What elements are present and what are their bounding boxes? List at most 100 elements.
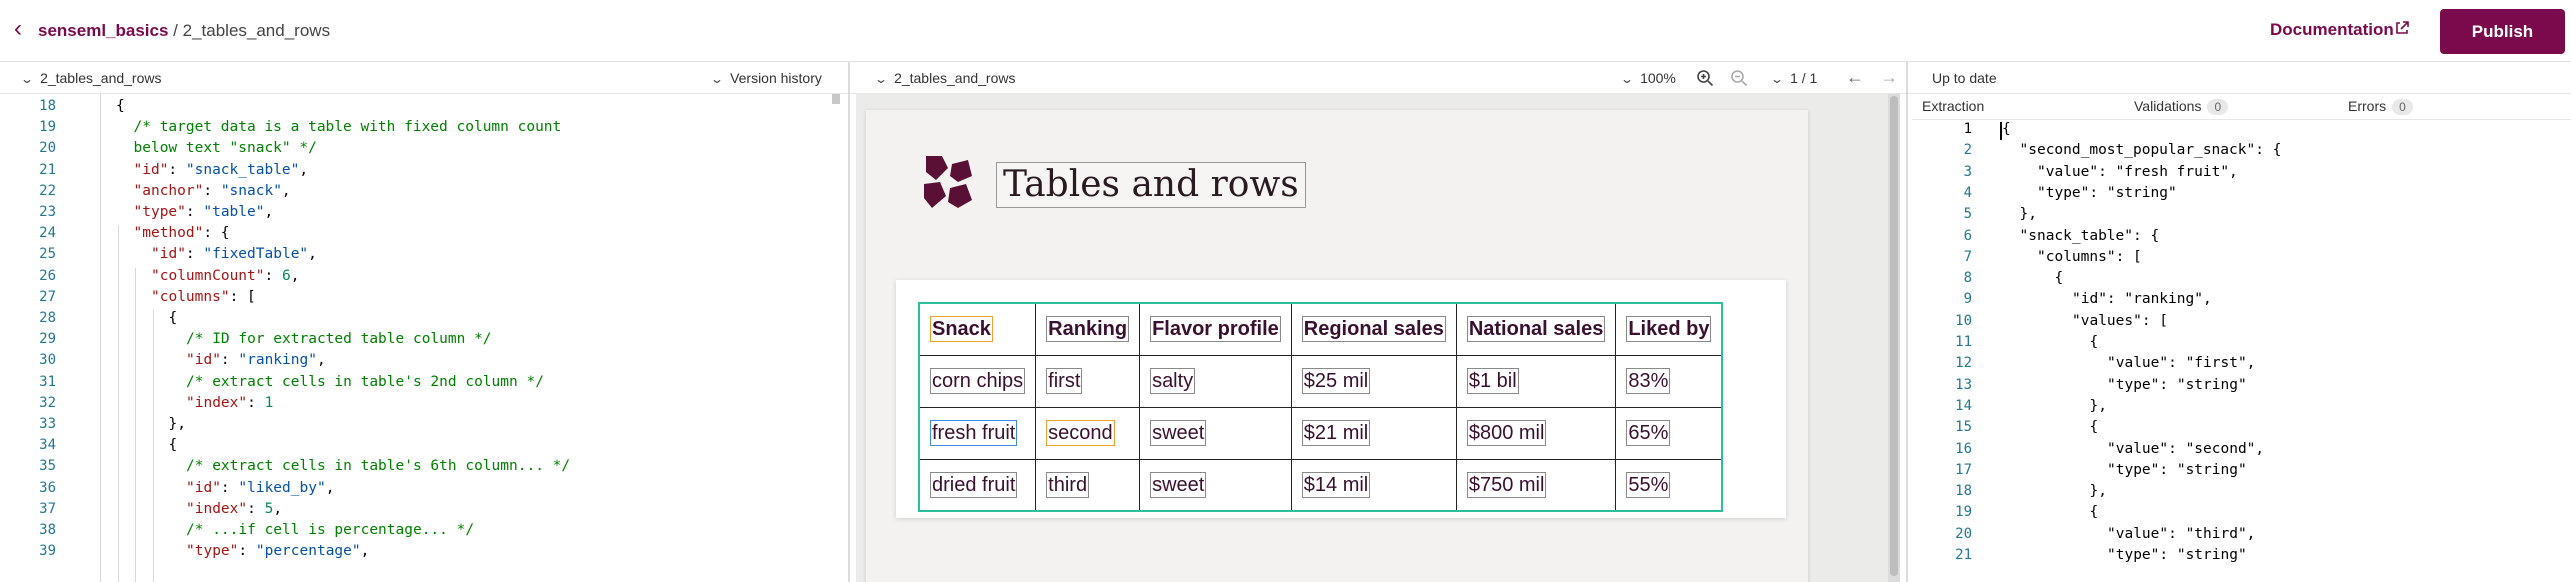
documentation-link[interactable]: Documentation xyxy=(2270,20,2394,39)
line-number: 36 xyxy=(39,479,56,496)
line-number: 16 xyxy=(1955,440,1972,457)
line-number: 37 xyxy=(39,500,56,517)
json-line: { xyxy=(2054,270,2064,287)
json-line: }, xyxy=(2089,483,2107,500)
code-line: "anchor": "snack", xyxy=(133,182,291,199)
line-number: 9 xyxy=(1963,291,1972,308)
snack-table: Snack Ranking Flavor profile Regional sa… xyxy=(918,302,1724,512)
code-line: "columns": [ xyxy=(151,288,256,305)
publish-button[interactable]: Publish xyxy=(2440,9,2565,54)
line-number: 6 xyxy=(1963,227,1972,244)
line-number: 26 xyxy=(39,267,56,284)
table-header-cell: Liked by xyxy=(1615,302,1723,356)
tab-validations[interactable]: Validations 0 xyxy=(2134,98,2229,115)
json-line: "value": "third", xyxy=(2107,525,2256,542)
tab-errors[interactable]: Errors 0 xyxy=(2348,98,2413,115)
json-line: "values": [ xyxy=(2072,312,2169,329)
arrow-left-icon[interactable]: ← xyxy=(1846,67,1864,87)
table-cell: 55% xyxy=(1615,458,1723,512)
indent-guide xyxy=(135,267,136,582)
code-line: /* ...if cell is percentage... */ xyxy=(186,522,475,538)
table-row: dried fruit third sweet $14 mil $750 mil… xyxy=(918,458,1723,512)
zoom-dropdown[interactable]: ⌄ 100% xyxy=(1619,70,1676,86)
arrow-right-icon[interactable]: → xyxy=(1880,67,1898,87)
line-number: 21 xyxy=(1955,547,1972,563)
line-number: 23 xyxy=(39,204,56,220)
line-number: 38 xyxy=(39,522,56,538)
viewer-scrollbar-thumb[interactable] xyxy=(1890,96,1898,576)
json-line: { xyxy=(2002,121,2011,137)
table-header-cell: Regional sales xyxy=(1290,302,1457,356)
table-cell: $750 mil xyxy=(1455,458,1617,512)
external-link-icon[interactable] xyxy=(2395,21,2409,35)
table-cell: 65% xyxy=(1615,406,1723,460)
chevron-down-icon: ⌄ xyxy=(873,72,889,86)
zoom-in-icon[interactable] xyxy=(1696,69,1714,87)
table-cell: fresh fruit xyxy=(918,406,1037,460)
editor-file-dropdown[interactable]: ⌄ 2_tables_and_rows xyxy=(20,70,161,86)
document-viewer[interactable]: Tables and rows Snack Ranking Flavor pro… xyxy=(856,94,1900,582)
table-row: corn chips first salty $25 mil $1 bil 83… xyxy=(918,354,1723,408)
line-number: 27 xyxy=(39,288,56,305)
json-line: "second_most_popular_snack": { xyxy=(2019,142,2282,159)
breadcrumb-project-link[interactable]: senseml_basics xyxy=(38,21,169,40)
version-history-label: Version history xyxy=(730,70,822,86)
line-number: 11 xyxy=(1955,334,1972,350)
json-line: { xyxy=(2089,334,2099,350)
zoom-out-icon[interactable] xyxy=(1730,69,1748,87)
chevron-left-icon[interactable]: ‹ xyxy=(14,15,22,42)
version-history-dropdown[interactable]: ⌄ Version history xyxy=(710,70,822,86)
page-indicator: 1 / 1 xyxy=(1790,70,1818,86)
json-line: "type": "string" xyxy=(2037,184,2177,201)
table-cell: sweet xyxy=(1139,406,1292,460)
table-cell: $800 mil xyxy=(1455,406,1617,460)
page-dropdown[interactable]: ⌄ 1 / 1 xyxy=(1770,70,1818,86)
line-number: 5 xyxy=(1963,206,1972,223)
pane-divider[interactable] xyxy=(1906,62,1908,582)
code-line: "id": "liked_by", xyxy=(186,479,335,496)
table-cell: $21 mil xyxy=(1290,406,1457,460)
viewer-file-label: 2_tables_and_rows xyxy=(894,70,1016,86)
breadcrumb-file: 2_tables_and_rows xyxy=(182,21,331,40)
document-title: Tables and rows xyxy=(996,162,1306,208)
json-line: "id": "ranking", xyxy=(2072,291,2212,308)
code-editor[interactable]: 18 {19 /* target data is a table with fixe… xyxy=(0,94,848,582)
table-header-cell: Ranking xyxy=(1035,302,1141,356)
editor-scrollbar-thumb[interactable] xyxy=(832,94,840,104)
viewer-scrollbar[interactable] xyxy=(1888,94,1900,582)
code-line: "index": 1 xyxy=(186,394,274,411)
code-line: "type": "percentage", xyxy=(186,543,370,560)
line-number: 25 xyxy=(39,246,56,263)
extraction-json-output[interactable]: 1 {2 "second_most_popular_snack": {3 "value… xyxy=(1912,120,2571,582)
code-line: }, xyxy=(168,416,186,432)
line-number: 20 xyxy=(1955,525,1972,542)
code-line: /* extract cells in table's 6th column..… xyxy=(186,458,571,475)
chevron-down-icon: ⌄ xyxy=(1619,72,1635,86)
errors-count-badge: 0 xyxy=(2392,99,2413,115)
indent-guide xyxy=(117,225,119,582)
json-line: "value": "fresh fruit", xyxy=(2037,163,2238,180)
code-line: /* target data is a table with fixed col… xyxy=(133,119,562,136)
json-line: "columns": [ xyxy=(2037,248,2142,265)
table-cell: $14 mil xyxy=(1290,458,1457,512)
status-label: Up to date xyxy=(1932,70,1997,86)
table-cell: first xyxy=(1035,354,1141,408)
line-number: 21 xyxy=(39,161,56,178)
code-line: "index": 5, xyxy=(186,500,283,517)
zoom-level: 100% xyxy=(1640,70,1676,86)
viewer-file-dropdown[interactable]: ⌄ 2_tables_and_rows xyxy=(873,70,1016,86)
json-line: "value": "second", xyxy=(2107,440,2265,457)
line-number: 34 xyxy=(39,437,56,454)
line-number: 2 xyxy=(1963,142,1972,159)
json-line: "snack_table": { xyxy=(2019,227,2160,244)
code-line: "columnCount": 6, xyxy=(151,267,300,284)
company-logo xyxy=(924,156,972,208)
tab-extraction[interactable]: Extraction xyxy=(1922,98,1985,114)
line-number: 15 xyxy=(1955,419,1972,436)
json-line: { xyxy=(2089,419,2099,436)
table-cell: third xyxy=(1035,458,1141,512)
line-number: 30 xyxy=(39,352,56,369)
breadcrumb-separator: / xyxy=(173,21,178,40)
pane-divider[interactable] xyxy=(848,62,850,582)
code-line: below text "snack" */ xyxy=(133,140,317,157)
